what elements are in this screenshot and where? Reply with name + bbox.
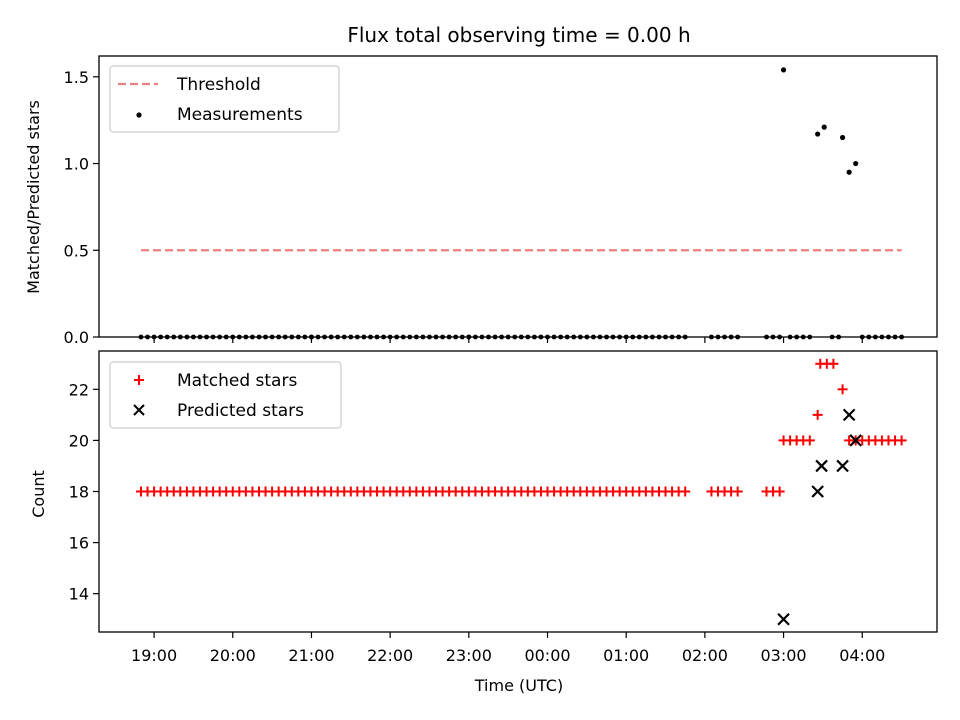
bottom-y-axis-label: Count [29, 470, 48, 518]
predicted-star-point [842, 408, 856, 422]
legend-predicted-label: Predicted stars [177, 401, 304, 421]
x-tick-label: 19:00 [131, 646, 177, 665]
matched-star-point [804, 435, 815, 446]
predicted-star-point [811, 485, 824, 498]
bottom-y-tick-label: 20 [69, 431, 89, 450]
top-legend-box [109, 65, 340, 133]
measurement-point [780, 67, 787, 73]
top-legend: Threshold Measurements [109, 65, 340, 133]
top-y-tick-label: 1.0 [64, 155, 89, 174]
bottom-axes-frame [98, 350, 938, 633]
matched-star-point [837, 384, 848, 395]
legend-measurements-label: Measurements [177, 105, 303, 125]
top-axes-frame [98, 55, 938, 338]
bottom-panel: 14 16 18 20 22 19:00 20:00 21:00 22:00 23:00 00:0… [29, 337, 938, 695]
chart-title: Flux total observing time = 0.00 h [347, 23, 690, 47]
bottom-y-tick-label: 16 [69, 534, 89, 553]
legend-matched-swatch [134, 375, 144, 385]
top-y-tick-label: 0.0 [64, 328, 89, 347]
measurement-point [821, 124, 827, 130]
measurement-point [815, 131, 821, 137]
measurement-point [839, 134, 846, 141]
top-y-tick-label: 1.5 [64, 68, 89, 87]
top-panel: 0.0 0.5 1.0 1.5 Matched/Predicted stars Thr… [24, 55, 938, 347]
x-ticks: 19:00 20:00 21:00 22:00 23:00 00:00 01:00 02:00… [131, 337, 885, 665]
measurement-point [846, 169, 852, 175]
matched-star-point [774, 486, 785, 497]
top-y-axis-label: Matched/Predicted stars [24, 100, 43, 294]
legend-predicted-swatch [133, 404, 145, 416]
top-y-tick-label: 0.5 [64, 241, 89, 260]
predicted-star-point [777, 612, 790, 626]
matched-star-point [812, 409, 823, 420]
x-tick-label: 01:00 [603, 646, 649, 665]
bottom-legend-box [109, 361, 342, 429]
x-tick-label: 00:00 [524, 646, 570, 665]
x-tick-label: 20:00 [210, 646, 256, 665]
x-tick-label: 02:00 [682, 646, 728, 665]
x-tick-label: 22:00 [367, 646, 413, 665]
measurement-point [853, 160, 859, 167]
predicted-star-point [849, 434, 862, 447]
predicted-star-point [815, 459, 828, 473]
bottom-y-ticks: 14 16 18 20 22 [69, 380, 99, 604]
bottom-legend: Matched stars Predicted stars [109, 361, 342, 429]
bottom-y-tick-label: 22 [69, 380, 89, 399]
x-tick-label: 21:00 [288, 646, 334, 665]
legend-matched-label: Matched stars [177, 371, 297, 391]
predicted-star-point [836, 459, 849, 473]
matched-star-point [828, 358, 839, 369]
matched-star-point [896, 435, 907, 446]
matched-star-point [732, 486, 743, 497]
x-tick-label: 23:00 [446, 646, 492, 665]
legend-measurements-swatch [136, 112, 142, 118]
x-tick-label: 03:00 [761, 646, 807, 665]
matched-star-point [680, 486, 691, 497]
top-y-ticks: 0.0 0.5 1.0 1.5 [64, 68, 99, 347]
x-axis-label: Time (UTC) [474, 676, 563, 695]
bottom-marks [135, 358, 907, 626]
x-tick-label: 04:00 [839, 646, 885, 665]
legend-threshold-label: Threshold [176, 75, 261, 95]
bottom-y-tick-label: 18 [69, 483, 89, 502]
bottom-y-tick-label: 14 [69, 585, 89, 604]
